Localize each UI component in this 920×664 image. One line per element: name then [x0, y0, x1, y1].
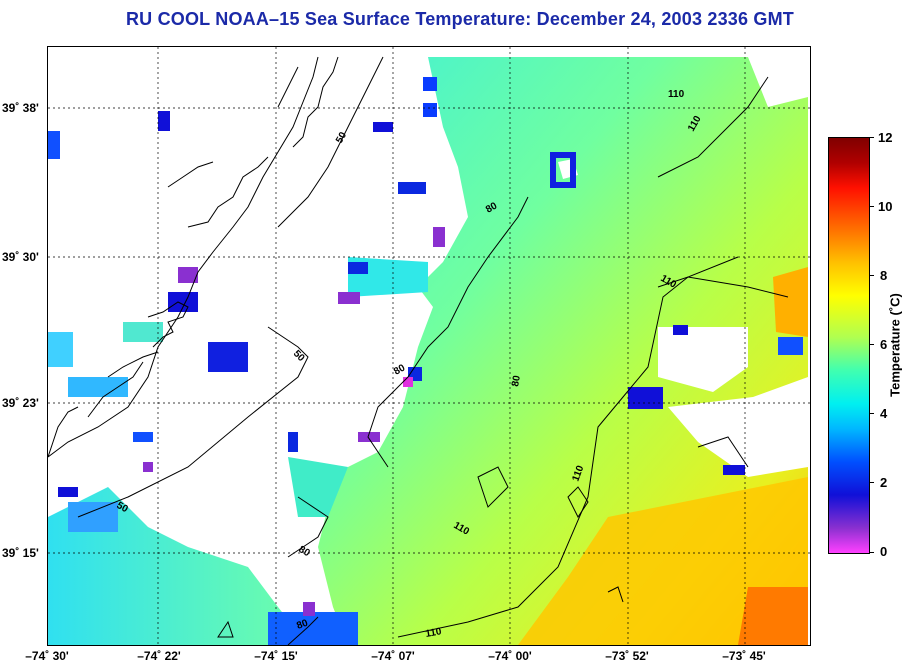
sst-map-canvas: 50 50 50 80 80 80 80 80 110 110 110 110 … — [48, 47, 810, 645]
lat-label: 39˚ 15' — [2, 546, 39, 560]
contour-label: 80 — [295, 618, 310, 632]
sst-field-coastal-south — [288, 457, 348, 517]
lon-label: –73˚ 52' — [605, 649, 649, 663]
graticule — [48, 47, 810, 645]
lon-label: –74˚ 00' — [488, 649, 532, 663]
cold-pixels — [48, 77, 803, 645]
coastline — [48, 56, 339, 458]
colorbar-tick: 0 — [880, 544, 888, 559]
cloud-mask-southeast — [668, 377, 808, 477]
contour-label: 50 — [334, 130, 349, 146]
lon-label: –74˚ 22' — [137, 649, 181, 663]
lat-label: 39˚ 38' — [2, 101, 39, 115]
cloud-mask-north — [748, 57, 808, 107]
contour-label: 110 — [570, 464, 586, 483]
map-title: RU COOL NOAA–15 Sea Surface Temperature:… — [125, 9, 794, 29]
colorbar-tick: 4 — [880, 406, 888, 421]
colorbar-tick: 2 — [880, 475, 888, 490]
lat-label: 39˚ 30' — [2, 250, 39, 264]
lon-label: –74˚ 07' — [371, 649, 415, 663]
temperature-colorbar — [828, 137, 870, 554]
contour-labels: 50 50 50 80 80 80 80 80 110 110 110 110 … — [115, 89, 704, 632]
contour-label: 80 — [297, 544, 313, 559]
colorbar-tick: 12 — [878, 130, 893, 145]
contour-label: 110 — [668, 89, 685, 100]
contour-label: 80 — [392, 362, 408, 377]
contour-label: 80 — [484, 200, 500, 215]
warm-patch-southeast — [518, 477, 808, 645]
sst-field-main — [318, 57, 808, 645]
lon-label: –74˚ 15' — [254, 649, 298, 663]
lon-label: –73˚ 45' — [722, 649, 766, 663]
contour-label: 50 — [115, 500, 131, 515]
cloud-mask-east — [658, 327, 748, 392]
contour-label: 50 — [291, 348, 307, 364]
colorbar-tick: 8 — [880, 268, 888, 283]
sst-map: 50 50 50 80 80 80 80 80 110 110 110 110 … — [47, 46, 811, 646]
colorbar-tick: 6 — [880, 337, 888, 352]
contour-label: 110 — [425, 626, 443, 640]
colorbar-tick: 10 — [878, 199, 893, 214]
contour-label: 80 — [510, 374, 523, 387]
hot-patch-corner — [738, 587, 808, 645]
warm-patch-east — [773, 267, 808, 337]
lat-label: 39˚ 23' — [2, 396, 39, 410]
contours — [77, 56, 789, 645]
lon-label: –74˚ 30' — [25, 649, 69, 663]
colorbar-label: Temperature (˚C) — [887, 293, 903, 397]
